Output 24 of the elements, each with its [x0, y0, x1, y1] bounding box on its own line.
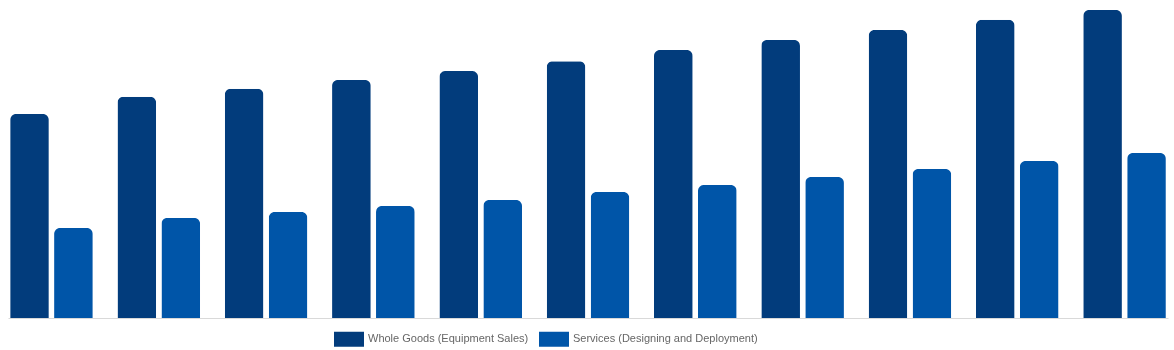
bar [332, 79, 371, 318]
bar [224, 88, 264, 318]
bar [697, 184, 737, 318]
bar [1019, 160, 1059, 318]
bar [439, 70, 479, 318]
bar [590, 192, 630, 318]
legend-label: Whole Goods (Equipment Sales) [368, 332, 529, 345]
bar [1083, 10, 1122, 318]
bar [161, 217, 201, 318]
bar [653, 50, 693, 318]
bar [54, 228, 93, 318]
bar [975, 19, 1015, 318]
bar [761, 39, 800, 318]
bar [912, 168, 952, 318]
bar [868, 30, 908, 318]
bar [805, 176, 844, 318]
bar [10, 114, 49, 318]
bar [268, 212, 308, 318]
bar [1127, 152, 1166, 318]
bar [546, 61, 586, 318]
bar [376, 205, 415, 318]
legend-label: Services (Designing and Deployment) [573, 332, 758, 345]
bar [483, 200, 523, 318]
bar [117, 96, 157, 318]
